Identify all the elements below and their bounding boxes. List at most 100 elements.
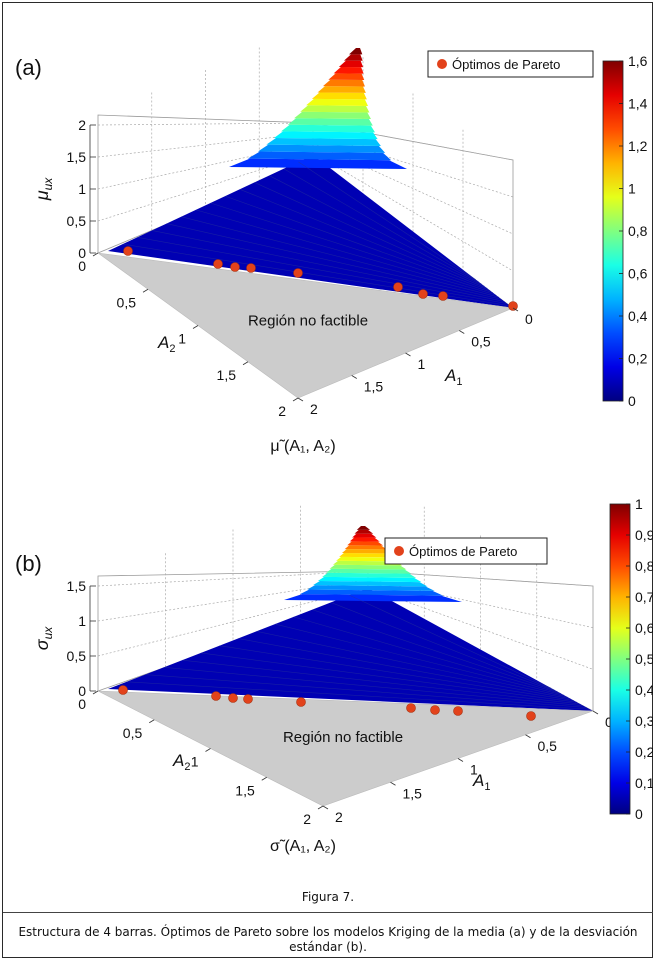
pareto-point [123, 246, 133, 256]
pareto-point [228, 693, 238, 703]
z-tick-label: 1 [78, 181, 86, 197]
function-label: σ̃ (A₁, A₂) [270, 838, 336, 855]
surface-mesh-line [181, 216, 499, 298]
panel-label: (b) [15, 551, 42, 576]
pareto-point [213, 259, 223, 269]
surface-mesh-line [349, 594, 552, 689]
a1-tick [297, 397, 304, 402]
infeasible-region-plane [97, 690, 594, 807]
a2-tick-label: 1,5 [235, 782, 255, 798]
colorbar-tick-label: 0,9 [635, 527, 653, 543]
a1-tick [525, 734, 531, 739]
surface-band [300, 105, 370, 113]
surface-band [344, 545, 387, 550]
surface-band [322, 572, 417, 578]
a1-tick-label: 0 [605, 714, 613, 730]
kriging-surface [108, 48, 513, 308]
surface-mesh-line [166, 223, 502, 300]
pareto-point [453, 706, 463, 716]
a1-tick [592, 710, 599, 715]
z-tick-label: 0,5 [67, 648, 87, 664]
legend-marker [437, 59, 447, 69]
colorbar-tick-label: 1,6 [628, 53, 648, 69]
a2-tick [142, 288, 149, 293]
pareto-point [430, 705, 440, 715]
a1-tick [390, 781, 396, 786]
z-tick-label: 0 [78, 245, 86, 261]
z-axis-label: μux [32, 177, 55, 202]
a2-tick [317, 805, 324, 810]
a1-tick-label: 1 [470, 762, 478, 778]
surface-mesh-line [330, 602, 555, 691]
pareto-point [118, 685, 128, 695]
surface-band [294, 111, 371, 120]
a1-tick-label: 1 [418, 356, 426, 372]
chart-panel-a: Región no factible 0 0,5 1 1,5 2 μux 0 0,5 1 1,5 2 A… [15, 47, 648, 455]
surface-mesh-line [239, 189, 488, 289]
a2-tick [292, 397, 299, 402]
surface-band [300, 589, 444, 596]
surface-mesh-line [182, 659, 581, 705]
a2-tick-label: 2 [278, 403, 286, 419]
surface-band [349, 48, 363, 55]
a2-tick-label: 1 [191, 754, 199, 770]
surface-mesh-line [210, 202, 494, 293]
surface-mesh-line [312, 609, 558, 692]
surface-band [343, 54, 363, 61]
surface-band [306, 98, 369, 106]
surface-band [347, 541, 384, 546]
surface-band [281, 124, 376, 133]
legend-box [384, 537, 548, 565]
a1-tick-label: 2 [310, 401, 318, 417]
a1-tick [512, 307, 519, 312]
z-tick-label: 1 [78, 613, 86, 629]
surface-band [287, 118, 373, 126]
a2-axis-label: A2 [157, 333, 175, 355]
colorbar-tick-label: 0,7 [635, 589, 653, 605]
a1-tick-label: 0 [525, 311, 533, 327]
pareto-point [230, 262, 240, 272]
infeasible-region-label: Región no factible [248, 313, 368, 330]
a1-tick [405, 352, 411, 357]
surface-band [341, 549, 391, 554]
a1-tick [351, 375, 357, 379]
colorbar-tick-label: 0,8 [628, 223, 648, 239]
a2-tick-label: 2 [303, 811, 311, 827]
surface-band [329, 564, 407, 570]
pareto-point [246, 263, 256, 273]
legend-label: Óptimos de Pareto [409, 544, 517, 559]
surface-band [284, 594, 462, 602]
surface-mesh-line [200, 652, 577, 703]
caption-divider [3, 912, 653, 913]
a1-tick-label: 1,5 [403, 785, 423, 801]
a2-tick-label: 0 [78, 696, 86, 712]
grid-line-z [97, 578, 369, 622]
a2-tick [242, 361, 249, 366]
surface-mesh-line [163, 667, 584, 707]
colorbar-tick-label: 1,4 [628, 96, 648, 112]
a2-tick [149, 719, 155, 724]
surface-band [338, 60, 364, 68]
surface-band [326, 568, 412, 574]
z-tick-label: 0,5 [67, 213, 87, 229]
grid-line-z [312, 152, 514, 272]
colorbar-tick-label: 0,4 [628, 308, 648, 324]
z-tick-label: 2 [78, 117, 86, 133]
surface-band [333, 66, 364, 74]
surface-sheet [108, 155, 513, 308]
a1-tick [457, 758, 464, 762]
colorbar-tick-label: 0 [635, 806, 643, 822]
surface-mesh-line [145, 674, 587, 708]
grid-line-z [97, 570, 369, 587]
surface-band [257, 144, 386, 153]
a1-tick [459, 330, 465, 334]
colorbar-tick-label: 0,1 [635, 775, 653, 791]
legend-label: Óptimos de Pareto [452, 57, 560, 72]
colorbar-tick-label: 1 [628, 181, 636, 197]
a2-tick [92, 252, 99, 257]
surface-mesh-line [275, 623, 565, 696]
a2-tick-label: 0,5 [123, 725, 143, 741]
function-label: μ̃ (A₁, A₂) [270, 438, 335, 455]
a1-axis-label: A1 [472, 771, 490, 793]
legend-box [427, 50, 594, 78]
